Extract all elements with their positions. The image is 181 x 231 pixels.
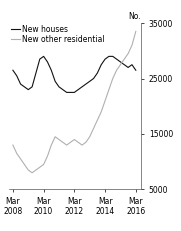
Text: No.: No.	[129, 12, 141, 21]
Legend: New houses, New other residential: New houses, New other residential	[10, 24, 105, 45]
